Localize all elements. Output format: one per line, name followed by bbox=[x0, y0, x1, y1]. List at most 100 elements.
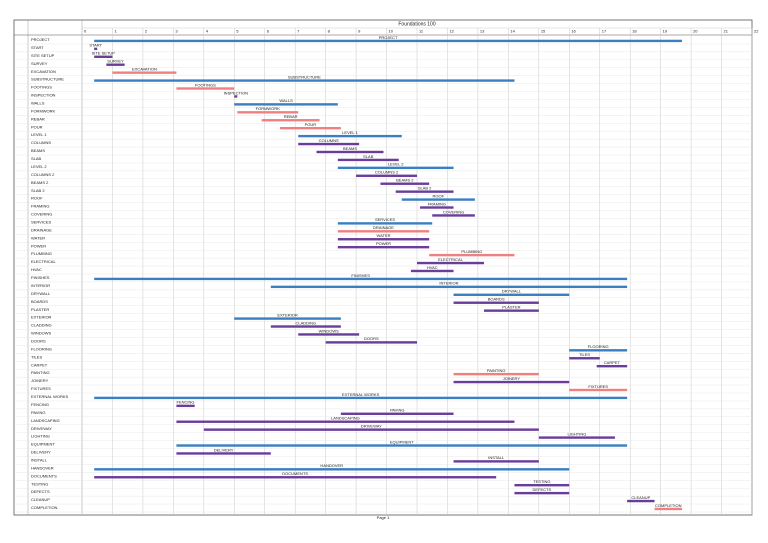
task-name: DRIVEWAY bbox=[31, 426, 52, 431]
task-bar bbox=[429, 253, 515, 257]
task-bar bbox=[94, 39, 682, 43]
task-bar bbox=[401, 198, 475, 201]
bar-label: DRAINAGE bbox=[373, 225, 394, 230]
task-name: LANDSCAPING bbox=[31, 418, 60, 423]
task-bar bbox=[337, 166, 454, 170]
task-bar bbox=[569, 357, 600, 360]
x-tick-label: 14 bbox=[510, 29, 515, 34]
task-bar bbox=[203, 428, 539, 431]
task-name: EXTERNAL WORKS bbox=[31, 394, 69, 399]
bar-label: CARPET bbox=[604, 360, 621, 365]
task-name: COVERING bbox=[31, 212, 52, 217]
task-bar bbox=[569, 388, 628, 392]
bar-label: POWER bbox=[376, 241, 391, 246]
task-name: PLASTER bbox=[31, 307, 49, 312]
task-bar bbox=[94, 396, 628, 400]
task-name: PAVING bbox=[31, 410, 46, 415]
bar-label: INSPECTION bbox=[224, 90, 249, 95]
task-name: POUR bbox=[31, 124, 43, 129]
task-bar bbox=[112, 71, 177, 74]
task-bar bbox=[395, 190, 454, 193]
task-name: DELIVERY bbox=[31, 450, 51, 455]
bar-label: TESTING bbox=[533, 479, 550, 484]
task-name: DRAINAGE bbox=[31, 227, 52, 232]
task-name: INSTALL bbox=[31, 457, 48, 462]
task-name: CLADDING bbox=[31, 323, 52, 328]
task-name: PLUMBING bbox=[31, 251, 52, 256]
bar-label: HVAC bbox=[427, 265, 438, 270]
task-bar bbox=[514, 483, 570, 487]
bar-label: FENCING bbox=[177, 400, 195, 405]
bar-label: PROJECT bbox=[379, 35, 398, 40]
task-bar bbox=[337, 238, 430, 241]
task-bar bbox=[176, 444, 628, 447]
task-bar bbox=[237, 111, 299, 114]
task-name: COMPLETION bbox=[31, 505, 58, 510]
bar-label: BEAMS 2 bbox=[396, 178, 414, 183]
task-bar bbox=[316, 150, 384, 154]
task-name: FIXTURES bbox=[31, 386, 51, 391]
task-bar bbox=[453, 372, 539, 376]
bar-label: PAVING bbox=[390, 408, 405, 413]
task-bar bbox=[432, 214, 475, 217]
task-bar bbox=[325, 341, 417, 344]
task-name: FENCING bbox=[31, 402, 49, 407]
task-bar bbox=[234, 95, 238, 98]
x-tick-label: 4 bbox=[206, 29, 209, 34]
task-name: DRYWALL bbox=[31, 291, 51, 296]
bar-label: PLASTER bbox=[502, 305, 520, 310]
task-name: EQUIPMENT bbox=[31, 442, 55, 447]
task-bar bbox=[94, 47, 98, 51]
task-name: COLUMNS bbox=[31, 140, 51, 145]
x-tick-label: 16 bbox=[571, 29, 576, 34]
bar-label: EXCAVATION bbox=[132, 67, 157, 72]
x-tick-label: 18 bbox=[632, 29, 637, 34]
x-tick-label: 17 bbox=[602, 29, 607, 34]
x-tick-label: 9 bbox=[358, 29, 361, 34]
x-tick-label: 22 bbox=[754, 29, 759, 34]
bar-label: ROOF bbox=[433, 193, 445, 198]
x-tick-label: 5 bbox=[236, 29, 239, 34]
bar-label: DRIVEWAY bbox=[361, 424, 382, 429]
task-bar bbox=[270, 325, 341, 328]
bar-label: FIXTURES bbox=[588, 384, 608, 389]
task-bar bbox=[94, 468, 570, 471]
task-name: FLOORING bbox=[31, 346, 52, 351]
task-bar bbox=[410, 269, 454, 273]
task-name: INTERIOR bbox=[31, 283, 50, 288]
task-name: LIGHTING bbox=[31, 434, 50, 439]
task-bar bbox=[234, 103, 338, 106]
x-tick-label: 7 bbox=[297, 29, 300, 34]
x-tick-label: 19 bbox=[663, 29, 668, 34]
x-tick-label: 10 bbox=[389, 29, 394, 34]
bar-label: INSTALL bbox=[488, 455, 505, 460]
bar-label: REBAR bbox=[284, 114, 298, 119]
task-bar bbox=[420, 206, 454, 209]
task-name: INSPECTION bbox=[31, 93, 56, 98]
bar-label: SERVICES bbox=[375, 217, 395, 222]
bar-label: EXTERIOR bbox=[277, 312, 298, 317]
task-bar bbox=[337, 222, 433, 225]
bar-label: BOARDS bbox=[488, 297, 505, 302]
task-name: SLAB 2 bbox=[31, 188, 45, 193]
bar-label: FRAMING bbox=[428, 201, 446, 206]
task-name: TESTING bbox=[31, 481, 48, 486]
task-bar bbox=[106, 63, 125, 66]
bar-label: COLUMNS 2 bbox=[375, 170, 399, 175]
bar-label: WINDOWS bbox=[319, 328, 340, 333]
task-name: SURVEY bbox=[31, 61, 48, 66]
task-bar bbox=[484, 309, 539, 312]
task-name: HVAC bbox=[31, 267, 42, 272]
task-name: DOCUMENTS bbox=[31, 473, 57, 478]
x-tick-label: 11 bbox=[419, 29, 424, 34]
bar-label: DOCUMENTS bbox=[282, 471, 308, 476]
x-tick-label: 21 bbox=[724, 29, 729, 34]
task-name: DOORS bbox=[31, 338, 46, 343]
bar-label: SURVEY bbox=[107, 59, 124, 64]
bar-label: LIGHTING bbox=[567, 431, 586, 436]
bar-label: LANDSCAPING bbox=[331, 416, 360, 421]
task-name: JOINERY bbox=[31, 378, 49, 383]
task-name: EXTERIOR bbox=[31, 315, 52, 320]
task-bar bbox=[514, 491, 570, 495]
